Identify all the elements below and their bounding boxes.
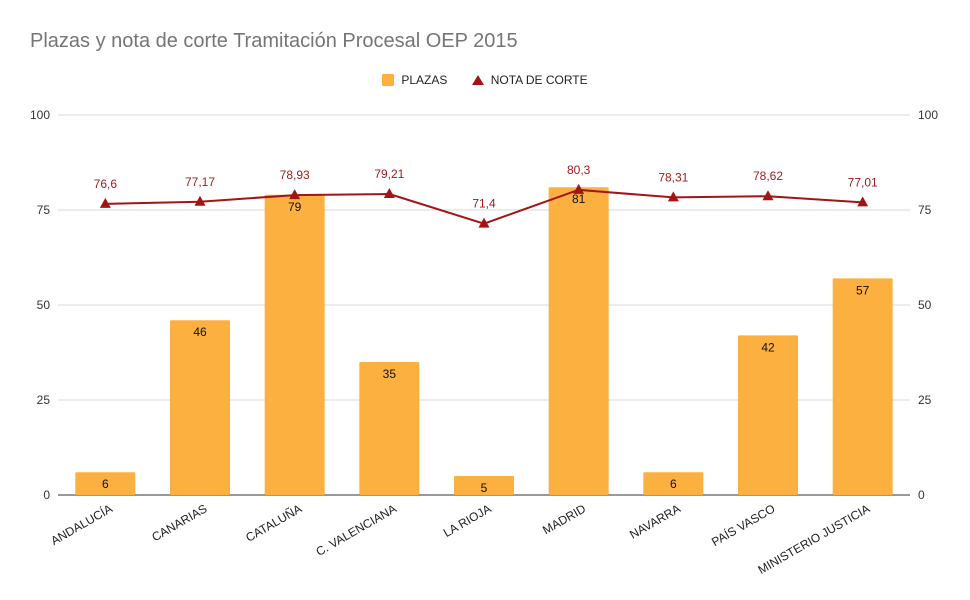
y-tick-label-right: 25 <box>918 393 932 407</box>
bar-data-label: 57 <box>856 283 870 297</box>
line-point-marker <box>194 195 206 206</box>
line-point-marker <box>99 197 111 208</box>
bar-data-label: 46 <box>193 325 207 339</box>
legend-swatch-bar <box>382 74 395 86</box>
y-tick-label-left: 100 <box>30 108 50 122</box>
x-category-label: CATALUÑA <box>243 501 304 544</box>
y-tick-label-left: 25 <box>37 393 51 407</box>
bar-data-label: 42 <box>761 340 775 354</box>
bar <box>75 472 136 495</box>
bar-data-label: 35 <box>383 367 397 381</box>
bar <box>170 320 230 495</box>
legend-item-nota: NOTA DE CORTE <box>471 73 588 87</box>
line-data-label: 77,01 <box>848 175 878 189</box>
x-category-label: MADRID <box>540 501 588 537</box>
bar <box>738 335 798 495</box>
y-tick-label-right: 50 <box>918 298 932 312</box>
legend-label-nota: NOTA DE CORTE <box>490 73 588 87</box>
bar-data-label: 79 <box>288 200 302 214</box>
bar <box>548 187 609 495</box>
line-point-marker <box>857 196 869 207</box>
line-data-label: 80,3 <box>567 163 591 177</box>
legend-label-plazas: PLAZAS <box>401 73 448 87</box>
line-point-marker <box>762 190 774 201</box>
y-tick-label-left: 50 <box>37 298 51 312</box>
y-tick-label-right: 75 <box>918 203 932 217</box>
bar-data-label: 6 <box>102 477 109 491</box>
bar <box>643 472 704 495</box>
line-data-label: 71,4 <box>472 197 496 211</box>
bar <box>832 278 893 495</box>
line-point-marker <box>478 217 490 228</box>
line-data-label: 79,21 <box>374 167 404 181</box>
bar <box>359 362 420 495</box>
legend-triangle-icon <box>471 75 484 85</box>
bar-data-label: 5 <box>481 481 488 495</box>
bar-data-label: 6 <box>670 477 677 491</box>
x-category-label: LA RIOJA <box>441 501 494 539</box>
x-category-label: C. VALENCIANA <box>313 501 398 558</box>
bar-data-label: 81 <box>572 192 586 206</box>
line-point-marker <box>573 183 585 194</box>
y-tick-label-left: 75 <box>37 203 51 217</box>
legend: PLAZAS NOTA DE CORTE <box>0 73 970 89</box>
line-point-marker <box>667 191 679 202</box>
bar <box>454 476 514 495</box>
x-category-label: PAÍS VASCO <box>709 501 778 549</box>
x-category-label: CANARIAS <box>149 501 209 544</box>
line-data-label: 76,6 <box>94 177 118 191</box>
y-tick-label-right: 100 <box>918 108 938 122</box>
legend-item-plazas: PLAZAS <box>382 73 447 87</box>
bar <box>264 194 325 496</box>
line-data-label: 78,62 <box>753 169 783 183</box>
x-category-label: ANDALUCÍA <box>48 501 115 548</box>
y-tick-label-left: 0 <box>43 488 50 502</box>
y-tick-label-right: 0 <box>918 488 925 502</box>
line-data-label: 78,31 <box>658 170 688 184</box>
line-point-marker <box>383 188 395 199</box>
line-point-marker <box>289 189 301 200</box>
line-data-label: 77,17 <box>185 175 215 189</box>
x-category-label: NAVARRA <box>627 501 683 541</box>
line-data-label: 78,93 <box>280 168 310 182</box>
chart-title: Plazas y nota de corte Tramitación Proce… <box>30 30 518 52</box>
